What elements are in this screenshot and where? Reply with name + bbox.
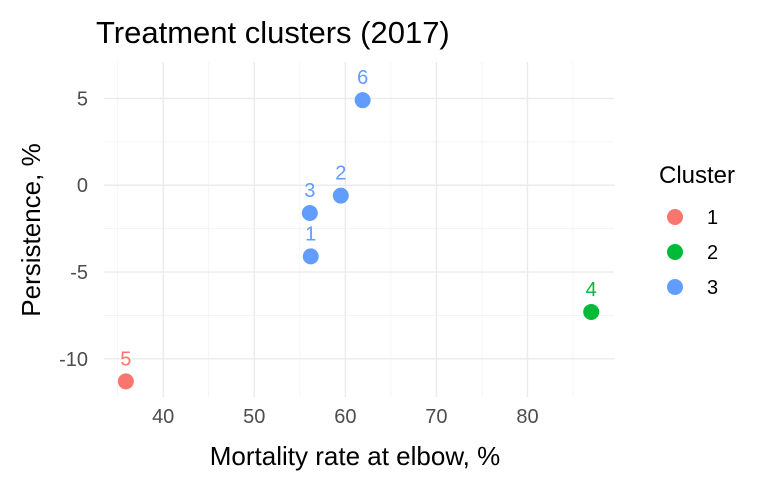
legend-key-cluster-1 <box>667 209 683 225</box>
x-tick-label: 60 <box>334 406 356 428</box>
y-tick-label: -5 <box>70 262 88 284</box>
x-axis-title: Mortality rate at elbow, % <box>210 441 500 471</box>
legend-key-cluster-2 <box>667 244 683 260</box>
data-point <box>117 373 134 390</box>
data-point-label: 5 <box>120 348 131 370</box>
data-point <box>302 248 319 265</box>
data-point-label: 2 <box>335 163 346 185</box>
y-axis-ticks: -10 -5 0 5 <box>59 88 88 370</box>
legend-label: 1 <box>707 207 718 229</box>
legend-title: Cluster <box>659 162 735 189</box>
chart-title: Treatment clusters (2017) <box>96 15 450 50</box>
x-tick-label: 40 <box>152 406 174 428</box>
x-tick-label: 80 <box>516 406 538 428</box>
legend: Cluster 1 2 3 <box>659 162 735 299</box>
data-point <box>332 187 349 204</box>
x-tick-label: 70 <box>425 406 447 428</box>
x-tick-label: 50 <box>243 406 265 428</box>
data-point-label: 4 <box>586 279 597 301</box>
data-point <box>354 92 371 109</box>
y-tick-label: 0 <box>77 175 88 197</box>
plot-grid <box>104 62 614 397</box>
legend-label: 3 <box>707 277 718 299</box>
data-point-label: 1 <box>305 223 316 245</box>
data-point <box>301 205 318 222</box>
legend-key-cluster-3 <box>667 279 683 295</box>
data-point-label: 6 <box>357 67 368 89</box>
legend-label: 2 <box>707 242 718 264</box>
y-axis-title: Persistence, % <box>16 143 46 316</box>
y-tick-label: 5 <box>77 88 88 110</box>
x-axis-ticks: 40 50 60 70 80 <box>152 406 539 428</box>
data-point-label: 3 <box>304 180 315 202</box>
y-tick-label: -10 <box>59 349 88 371</box>
data-point <box>583 303 600 320</box>
